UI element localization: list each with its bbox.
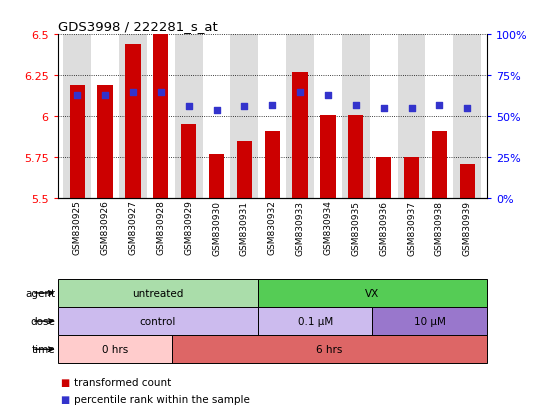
Point bbox=[379, 105, 388, 112]
Bar bbox=[91, 35, 119, 199]
Bar bbox=[175, 35, 202, 199]
Text: 6 hrs: 6 hrs bbox=[316, 344, 343, 354]
Bar bbox=[147, 35, 175, 199]
Point bbox=[268, 102, 277, 109]
Point bbox=[184, 104, 193, 110]
Bar bbox=[265, 132, 280, 199]
Point bbox=[435, 102, 444, 109]
Bar bbox=[63, 35, 91, 199]
Bar bbox=[404, 158, 419, 199]
Bar bbox=[370, 35, 398, 199]
Bar bbox=[236, 141, 252, 199]
Point bbox=[156, 89, 165, 96]
Text: transformed count: transformed count bbox=[74, 377, 172, 387]
Bar bbox=[314, 35, 342, 199]
Bar bbox=[432, 132, 447, 199]
Bar bbox=[119, 35, 147, 199]
Bar bbox=[398, 35, 426, 199]
Bar bbox=[58, 335, 172, 363]
Bar bbox=[172, 335, 487, 363]
Text: agent: agent bbox=[25, 288, 56, 298]
Text: GDS3998 / 222281_s_at: GDS3998 / 222281_s_at bbox=[58, 20, 217, 33]
Bar bbox=[258, 35, 286, 199]
Bar bbox=[372, 307, 487, 335]
Point bbox=[407, 105, 416, 112]
Bar bbox=[153, 35, 168, 199]
Bar bbox=[209, 154, 224, 199]
Bar bbox=[97, 86, 113, 199]
Bar bbox=[286, 35, 314, 199]
Bar bbox=[230, 35, 258, 199]
Bar bbox=[70, 86, 85, 199]
Bar bbox=[348, 115, 364, 199]
Point bbox=[351, 102, 360, 109]
Bar bbox=[181, 125, 196, 199]
Bar bbox=[258, 307, 372, 335]
Text: 0 hrs: 0 hrs bbox=[102, 344, 128, 354]
Point bbox=[73, 93, 81, 99]
Text: time: time bbox=[32, 344, 56, 354]
Bar bbox=[58, 279, 258, 307]
Point bbox=[129, 89, 138, 96]
Bar bbox=[258, 279, 487, 307]
Bar bbox=[342, 35, 370, 199]
Bar bbox=[460, 164, 475, 199]
Point bbox=[240, 104, 249, 110]
Text: ■: ■ bbox=[60, 377, 70, 387]
Text: percentile rank within the sample: percentile rank within the sample bbox=[74, 394, 250, 404]
Bar bbox=[58, 307, 258, 335]
Point bbox=[463, 105, 472, 112]
Text: VX: VX bbox=[365, 288, 380, 298]
Point bbox=[212, 107, 221, 114]
Bar bbox=[320, 115, 336, 199]
Point bbox=[323, 93, 332, 99]
Text: 0.1 μM: 0.1 μM bbox=[298, 316, 333, 326]
Bar bbox=[426, 35, 453, 199]
Text: dose: dose bbox=[31, 316, 56, 326]
Text: ■: ■ bbox=[60, 394, 70, 404]
Bar bbox=[376, 158, 392, 199]
Text: 10 μM: 10 μM bbox=[414, 316, 446, 326]
Text: control: control bbox=[140, 316, 176, 326]
Bar bbox=[202, 35, 230, 199]
Bar bbox=[293, 73, 308, 199]
Bar bbox=[125, 45, 141, 199]
Point bbox=[101, 93, 109, 99]
Bar bbox=[453, 35, 481, 199]
Text: untreated: untreated bbox=[132, 288, 184, 298]
Point bbox=[296, 89, 305, 96]
